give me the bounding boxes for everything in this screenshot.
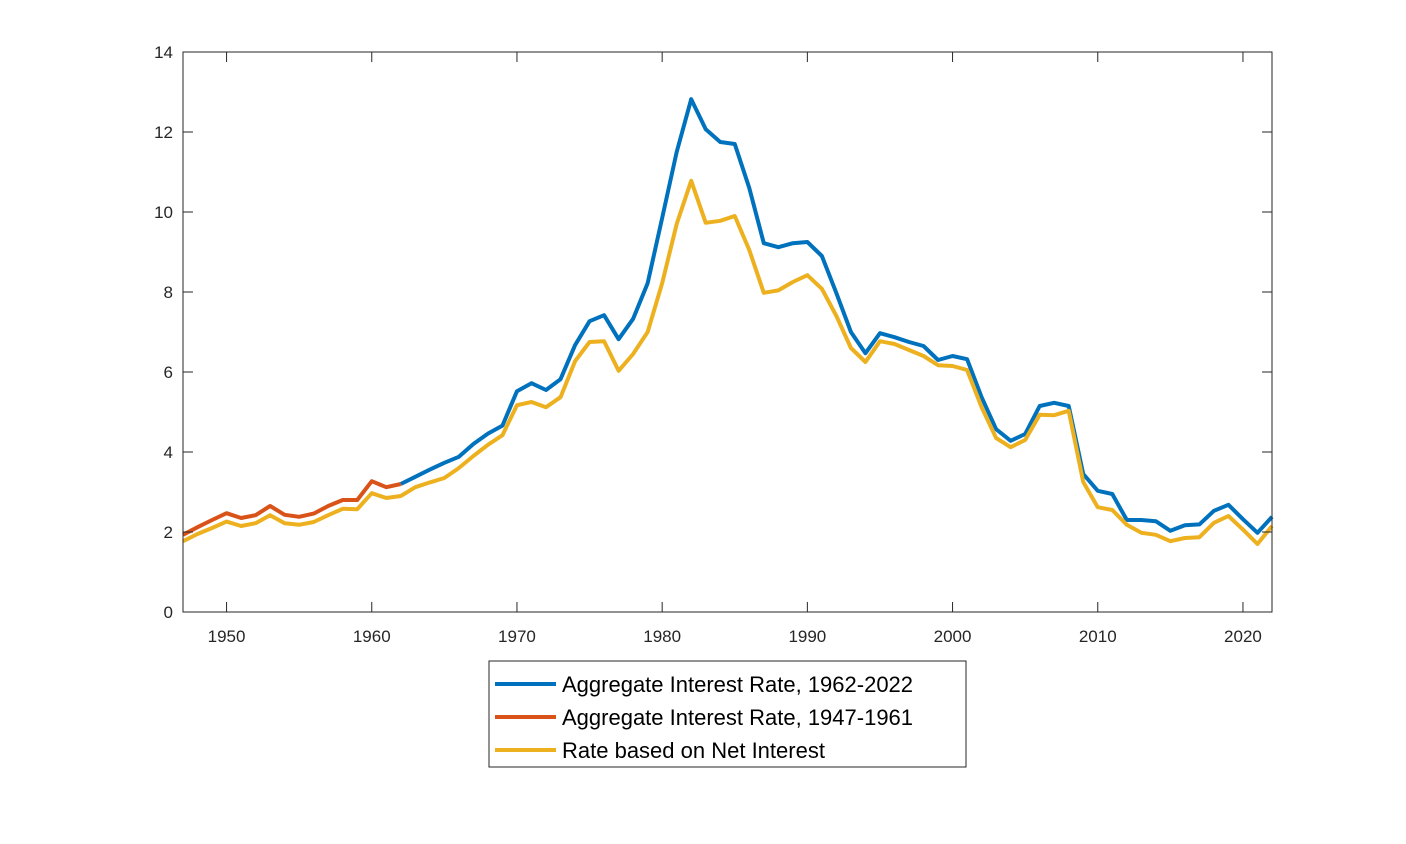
series-line-2 [182, 479, 402, 537]
y-tick-label: 8 [164, 283, 173, 302]
series-line-1 [399, 97, 1274, 535]
y-tick-label: 14 [154, 43, 173, 62]
legend-label-2: Aggregate Interest Rate, 1947-1961 [562, 705, 913, 730]
legend: Aggregate Interest Rate, 1962-2022 Aggreg… [488, 660, 967, 768]
y-axis: 0 2 4 6 8 10 12 14 [154, 43, 1272, 622]
x-axis: 1950 1960 1970 1980 1990 2000 2010 2020 [208, 52, 1262, 646]
x-tick-label: 2010 [1079, 627, 1117, 646]
y-tick-label: 4 [164, 443, 173, 462]
legend-label-3: Rate based on Net Interest [562, 738, 825, 763]
legend-box [488, 660, 967, 768]
x-tick-label: 1980 [643, 627, 681, 646]
plot-area [183, 52, 1272, 612]
y-tick-label: 2 [164, 523, 173, 542]
y-tick-label: 0 [164, 603, 173, 622]
x-tick-label: 2000 [934, 627, 972, 646]
series-layer [182, 97, 1274, 546]
y-tick-label: 6 [164, 363, 173, 382]
x-tick-label: 1990 [788, 627, 826, 646]
legend-label-1: Aggregate Interest Rate, 1962-2022 [562, 672, 913, 697]
plot-frame [182, 51, 1273, 613]
x-tick-label: 1950 [208, 627, 246, 646]
y-tick-label: 12 [154, 123, 173, 142]
y-tick-label: 10 [154, 203, 173, 222]
x-tick-label: 1960 [353, 627, 391, 646]
series-line-3 [182, 178, 1274, 546]
x-tick-label: 1970 [498, 627, 536, 646]
x-tick-label: 2020 [1224, 627, 1262, 646]
